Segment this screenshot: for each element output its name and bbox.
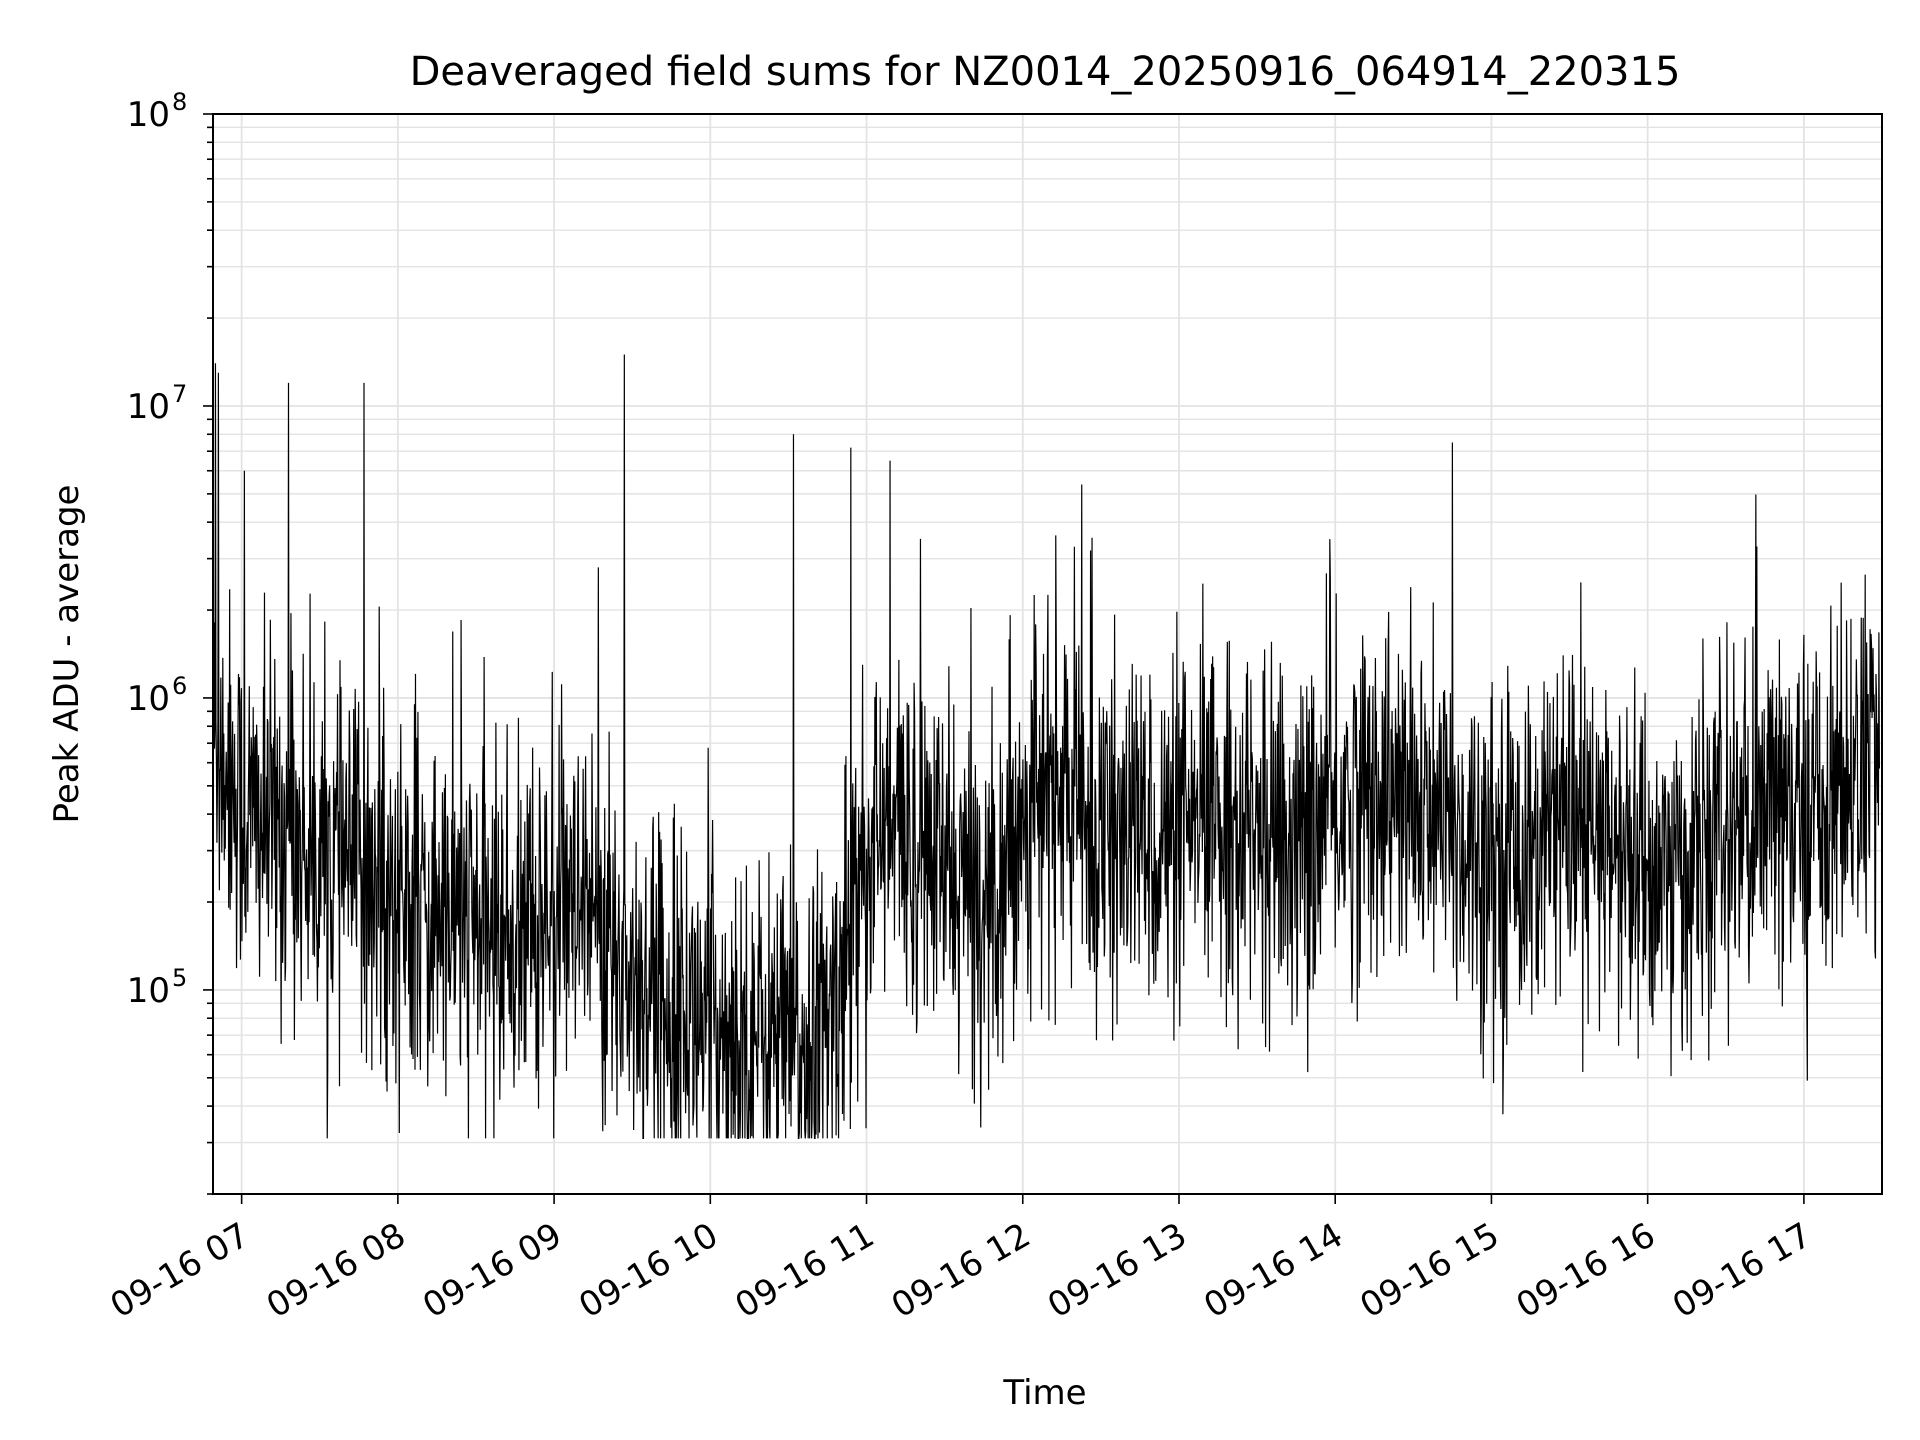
y-tick-label: 10 8 (127, 88, 188, 135)
y-tick-base: 10 (127, 387, 170, 427)
plot-area (212, 354, 1880, 1140)
x-axis-label: Time (1002, 1373, 1086, 1413)
y-tick-label: 10 5 (127, 964, 188, 1011)
y-tick-exponent: 6 (172, 672, 187, 700)
chart-title: Deaveraged field sums for NZ0014_2025091… (410, 49, 1681, 95)
series-line (212, 354, 1880, 1140)
y-tick-exponent: 8 (172, 88, 187, 116)
y-tick-exponent: 7 (172, 380, 187, 408)
y-tick-exponent: 5 (172, 964, 187, 992)
y-tick-label: 10 7 (127, 380, 188, 427)
y-tick-base: 10 (127, 95, 170, 135)
y-axis-label: Peak ADU - average (47, 485, 87, 824)
plot-frame (212, 113, 1883, 1195)
y-tick-base: 10 (127, 679, 170, 719)
y-tick-label: 10 6 (127, 672, 188, 719)
y-tick-base: 10 (127, 971, 170, 1011)
